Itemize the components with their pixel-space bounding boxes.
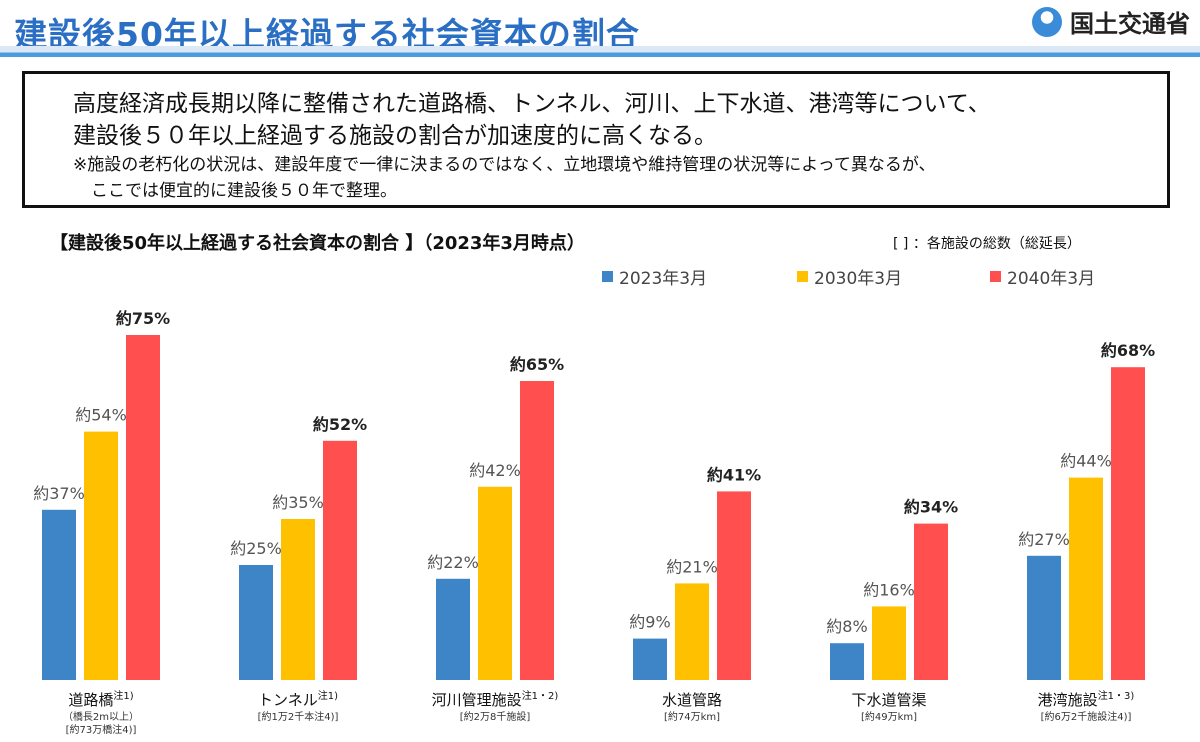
- ministry-emblem-icon: [1032, 6, 1062, 37]
- bar-1-3: [675, 583, 709, 680]
- ministry-name: 国土交通省: [1070, 10, 1190, 38]
- category-sublabel-2-0: [約2万8千施設]: [460, 710, 531, 723]
- bar-1-1: [281, 519, 315, 680]
- data-label-2-0: 約75%: [116, 309, 170, 328]
- legend-label-2023: 2023年3月: [619, 269, 708, 289]
- data-label-2-1: 約52%: [313, 415, 367, 434]
- category-sublabel-0-1: [約73万橋注4)]: [66, 723, 137, 736]
- bar-1-2: [478, 486, 512, 680]
- title-underline-band: [0, 46, 1200, 62]
- data-label-2-5: 約68%: [1101, 341, 1155, 360]
- bar-0-5: [1027, 555, 1061, 680]
- category-label-2: 河川管理施設注1・2): [432, 689, 559, 709]
- bar-2-1: [323, 440, 357, 680]
- bar-0-3: [633, 638, 667, 680]
- data-label-1-3: 約21%: [666, 557, 718, 576]
- data-label-1-2: 約42%: [469, 461, 521, 480]
- legend-swatch-2030: [797, 271, 808, 282]
- summary-box: 高度経済成長期以降に整備された道路橋、トンネル、河川、上下水道、港湾等について、…: [22, 71, 1170, 208]
- data-label-0-0: 約37%: [33, 484, 85, 503]
- legend-item-2030: 2030年3月: [797, 264, 902, 289]
- data-label-1-5: 約44%: [1060, 452, 1112, 471]
- bar-2-0: [126, 335, 160, 680]
- data-label-2-2: 約65%: [510, 355, 564, 374]
- bar-0-2: [436, 578, 470, 680]
- bar-2-3: [717, 491, 751, 680]
- data-label-0-4: 約8%: [826, 617, 867, 636]
- category-sublabel-1-0: [約1万2千本注4)]: [258, 710, 339, 723]
- data-label-0-2: 約22%: [427, 553, 479, 572]
- data-label-1-4: 約16%: [863, 580, 915, 599]
- chart-bracket-note: [ ] ：各施設の総数（総延長）: [893, 236, 1081, 252]
- legend-swatch-2040: [990, 271, 1001, 282]
- category-sublabel-0-0: （橋長2m以上）: [63, 710, 139, 723]
- bar-0-1: [239, 565, 273, 680]
- category-label-3: 水道管路: [662, 691, 722, 709]
- category-label-1: トンネル注1): [258, 689, 338, 709]
- ministry-logo: 国土交通省: [1032, 4, 1190, 39]
- legend-label-2030: 2030年3月: [814, 269, 903, 289]
- data-label-2-4: 約34%: [904, 498, 958, 517]
- data-label-0-5: 約27%: [1018, 530, 1070, 549]
- bar-2-2: [520, 381, 554, 680]
- bar-2-4: [914, 523, 948, 680]
- data-label-1-0: 約54%: [75, 406, 127, 425]
- summary-note-line-1: ※施設の老朽化の状況は、建設年度で一律に決まるのではなく、立地環境や維持管理の状…: [73, 155, 936, 175]
- data-label-2-3: 約41%: [707, 465, 761, 484]
- legend-item-2023: 2023年3月: [602, 264, 707, 289]
- bar-2-5: [1111, 367, 1145, 680]
- legend-swatch-2023: [602, 271, 613, 282]
- category-label-0: 道路橋注1): [68, 689, 133, 709]
- summary-line-2: 建設後５０年以上経過する施設の割合が加速度的に高くなる。: [73, 123, 717, 149]
- bar-1-4: [872, 606, 906, 680]
- chart-title: 【建設後50年以上経過する社会資本の割合 】（2023年3月時点）: [50, 233, 585, 254]
- legend-item-2040: 2040年3月: [990, 264, 1095, 289]
- category-sublabel-5-0: [約6万2千施設注4)]: [1041, 710, 1132, 723]
- data-label-1-1: 約35%: [272, 493, 324, 512]
- bar-0-4: [830, 643, 864, 680]
- bar-0-0: [42, 509, 76, 680]
- category-label-4: 下水道管渠: [851, 691, 926, 709]
- legend-label-2040: 2040年3月: [1007, 269, 1096, 289]
- data-label-0-1: 約25%: [230, 539, 282, 558]
- category-sublabel-3-0: [約74万km]: [664, 710, 720, 723]
- bar-1-5: [1069, 477, 1103, 680]
- category-label-5: 港湾施設注1・3): [1038, 689, 1135, 709]
- bar-1-0: [84, 431, 118, 680]
- category-sublabel-4-0: [約49万km]: [861, 710, 917, 723]
- summary-note-line-2: ここでは便宜的に建設後５０年で整理。: [91, 181, 397, 201]
- summary-line-1: 高度経済成長期以降に整備された道路橋、トンネル、河川、上下水道、港湾等について、: [73, 91, 991, 117]
- data-label-0-3: 約9%: [629, 613, 670, 632]
